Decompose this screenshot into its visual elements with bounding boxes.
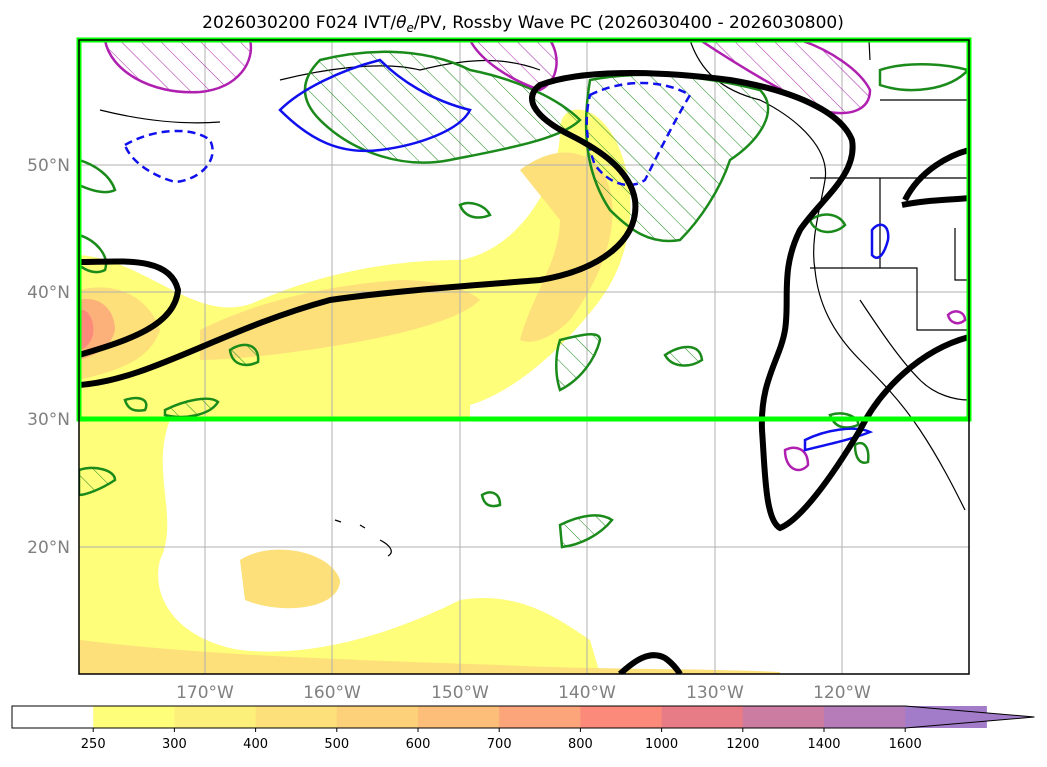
colorbar-segment [742, 706, 825, 728]
colorbar-tick-label: 1000 [645, 737, 678, 752]
colorbar-tick-label: 1400 [807, 737, 840, 752]
pv-contours [79, 50, 969, 549]
lon-tick-label: 160°W [303, 683, 361, 703]
colorbar-segment [661, 706, 744, 728]
colorbar-segment [824, 706, 906, 728]
colorbar-tick-label: 400 [243, 737, 268, 752]
colorbar-extend-arrow [905, 706, 1035, 728]
colorbar-tick-label: 1200 [726, 737, 759, 752]
colorbar-tick-label: 500 [324, 737, 349, 752]
colorbar-segment [174, 706, 257, 728]
theta-e-contours [79, 70, 969, 674]
lon-tick-label: 120°W [813, 683, 871, 703]
colorbar-tick-label: 300 [162, 737, 187, 752]
lon-axis: 170°W 160°W 150°W 140°W 130°W 120°W [176, 683, 871, 703]
colorbar-segment [418, 706, 500, 728]
lat-tick-label: 20°N [27, 538, 70, 558]
lon-tick-label: 170°W [176, 683, 234, 703]
colorbar-tick-label: 700 [487, 737, 512, 752]
colorbar-segment [336, 706, 419, 728]
colorbar-tick-label: 1600 [889, 737, 922, 752]
colorbar-segment [580, 706, 663, 728]
map-area [79, 40, 969, 674]
lat-tick-label: 50°N [27, 156, 70, 176]
chart-title: 2026030200 F024 IVT/θe/PV, Rossby Wave P… [202, 13, 844, 35]
lat-tick-label: 40°N [27, 283, 70, 303]
colorbar: 250 300 400 500 600 700 800 1000 1200 1400 1600 [11, 705, 1035, 752]
colorbar-tick-label: 250 [81, 737, 106, 752]
colorbar-tick-label: 600 [406, 737, 431, 752]
lon-tick-label: 130°W [686, 683, 744, 703]
map-frame [78, 39, 970, 675]
colorbar-segment [499, 706, 581, 728]
colorbar-segment [93, 706, 175, 728]
lat-axis: 20°N 30°N 40°N 50°N [27, 156, 70, 558]
lon-tick-label: 140°W [558, 683, 616, 703]
colorbar-outline [11, 705, 1035, 729]
lon-tick-label: 150°W [431, 683, 489, 703]
colorbar-segment [255, 706, 338, 728]
colorbar-tick-label: 800 [568, 737, 593, 752]
rossby-positive-contours [103, 40, 967, 472]
lat-tick-label: 30°N [27, 410, 70, 430]
colorbar-segment [12, 706, 94, 728]
